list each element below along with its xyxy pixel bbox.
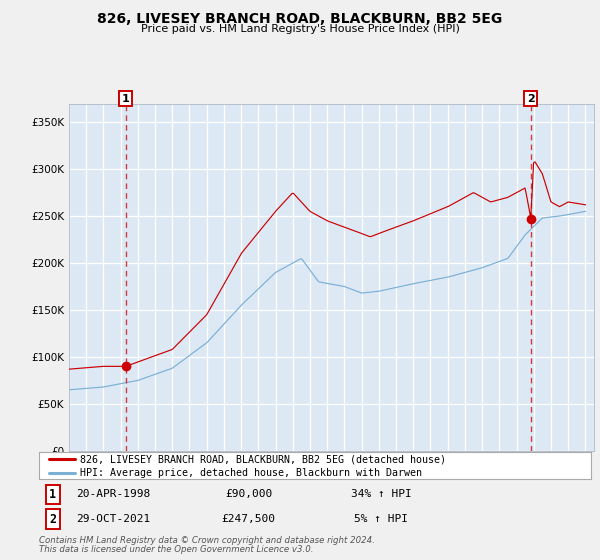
- Text: 2: 2: [527, 94, 535, 104]
- Text: 1: 1: [49, 488, 56, 501]
- Text: This data is licensed under the Open Government Licence v3.0.: This data is licensed under the Open Gov…: [39, 545, 314, 554]
- Text: Price paid vs. HM Land Registry's House Price Index (HPI): Price paid vs. HM Land Registry's House …: [140, 24, 460, 34]
- Text: 20-APR-1998: 20-APR-1998: [76, 489, 151, 500]
- Text: 29-OCT-2021: 29-OCT-2021: [76, 514, 151, 524]
- Text: 2: 2: [49, 512, 56, 525]
- Text: HPI: Average price, detached house, Blackburn with Darwen: HPI: Average price, detached house, Blac…: [80, 468, 422, 478]
- Text: 826, LIVESEY BRANCH ROAD, BLACKBURN, BB2 5EG: 826, LIVESEY BRANCH ROAD, BLACKBURN, BB2…: [97, 12, 503, 26]
- Text: 1: 1: [122, 94, 130, 104]
- Text: £90,000: £90,000: [225, 489, 272, 500]
- Text: £247,500: £247,500: [222, 514, 276, 524]
- Text: 5% ↑ HPI: 5% ↑ HPI: [354, 514, 408, 524]
- Text: Contains HM Land Registry data © Crown copyright and database right 2024.: Contains HM Land Registry data © Crown c…: [39, 536, 375, 545]
- Text: 34% ↑ HPI: 34% ↑ HPI: [351, 489, 412, 500]
- Text: 826, LIVESEY BRANCH ROAD, BLACKBURN, BB2 5EG (detached house): 826, LIVESEY BRANCH ROAD, BLACKBURN, BB2…: [80, 455, 446, 464]
